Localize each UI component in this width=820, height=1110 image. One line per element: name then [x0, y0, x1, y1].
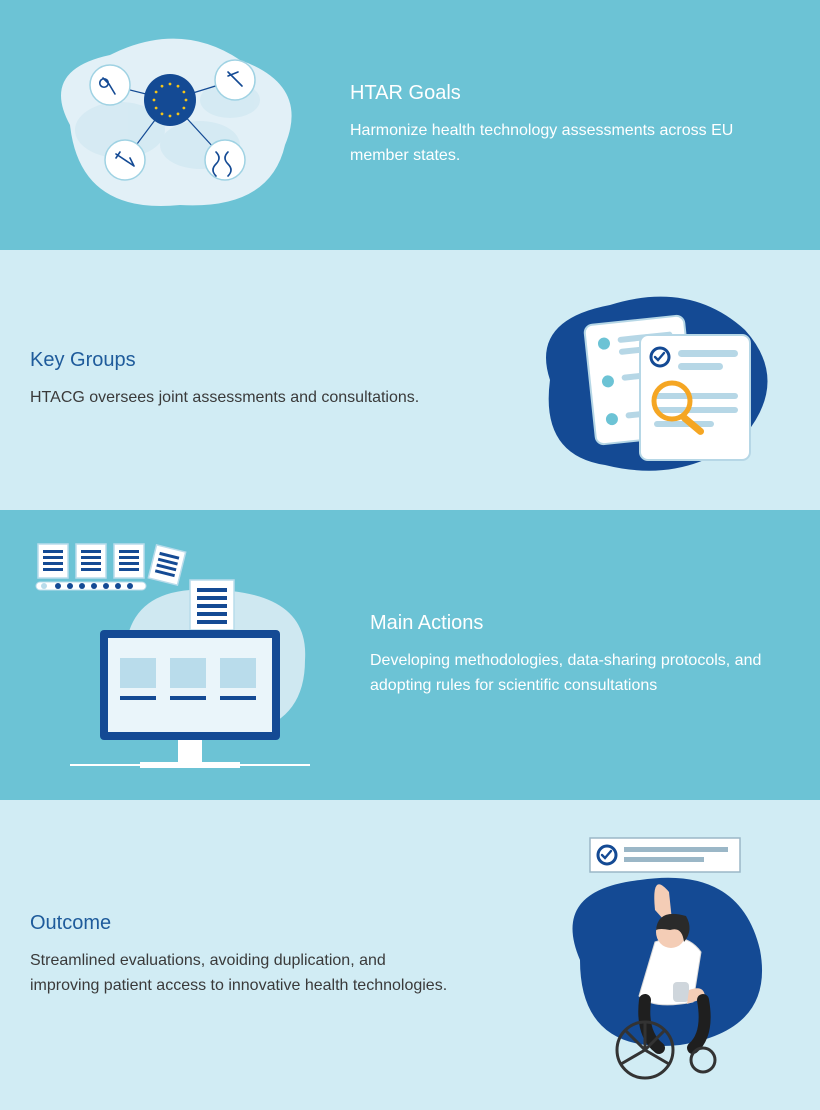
section-body: HTACG oversees joint assessments and con… — [30, 386, 450, 411]
section-2: Main Actions Developing methodologies, da… — [0, 510, 820, 800]
section-title: HTAR Goals — [350, 82, 790, 105]
section-title: Main Actions — [370, 612, 790, 635]
text-col-3: Outcome Streamlined evaluations, avoiding… — [30, 912, 470, 999]
computer-docs-illustration — [30, 540, 330, 770]
text-col-2: Main Actions Developing methodologies, da… — [370, 612, 790, 699]
eu-network-icon — [30, 30, 310, 220]
section-body: Harmonize health technology assessments … — [350, 119, 770, 169]
section-1: Key Groups HTACG oversees joint assessmen… — [0, 250, 820, 510]
documents-magnify-illustration — [510, 280, 790, 480]
patient-checklist-illustration — [510, 830, 790, 1080]
section-body: Streamlined evaluations, avoiding duplic… — [30, 949, 450, 999]
eu-network-illustration — [30, 30, 310, 220]
section-title: Key Groups — [30, 349, 470, 372]
section-3: Outcome Streamlined evaluations, avoiding… — [0, 800, 820, 1110]
section-body: Developing methodologies, data-sharing p… — [370, 649, 790, 699]
section-title: Outcome — [30, 912, 470, 935]
patient-checklist-icon — [520, 830, 780, 1080]
text-col-0: HTAR Goals Harmonize health technology as… — [350, 82, 790, 169]
documents-magnify-icon — [520, 280, 780, 480]
text-col-1: Key Groups HTACG oversees joint assessmen… — [30, 349, 470, 411]
section-0: HTAR Goals Harmonize health technology as… — [0, 0, 820, 250]
computer-docs-icon — [30, 540, 330, 770]
